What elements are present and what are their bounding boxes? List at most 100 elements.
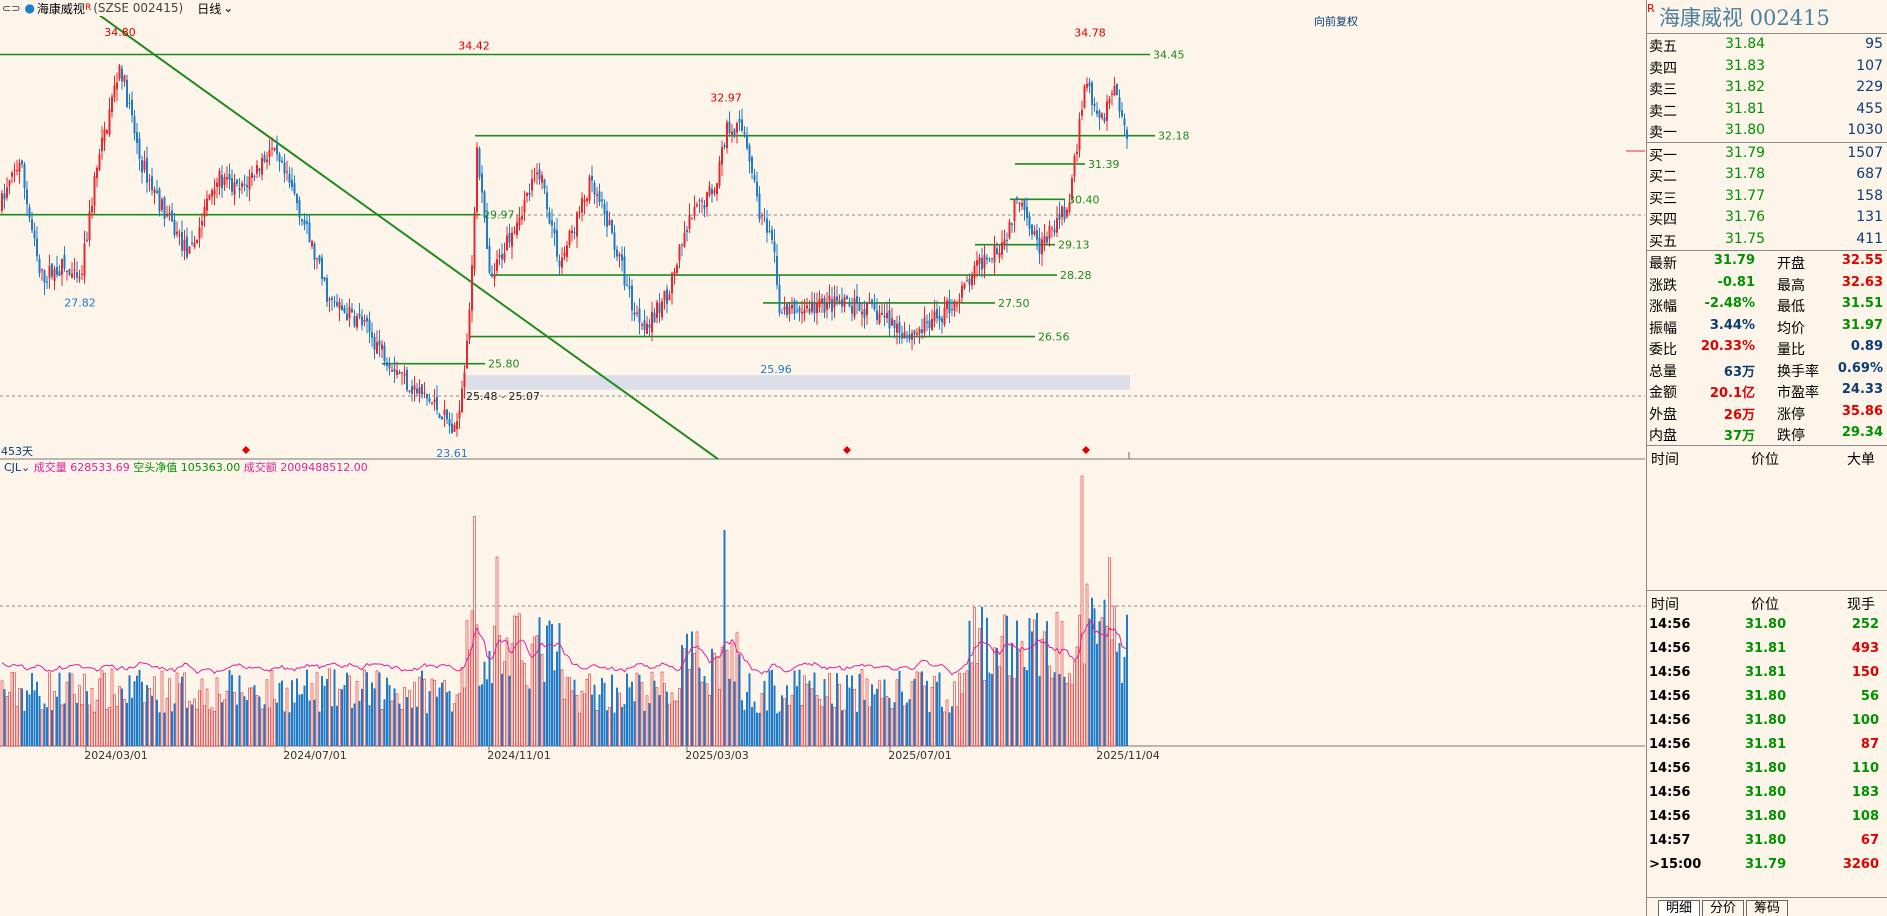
candle-body [116,82,118,90]
candle-body [1071,178,1073,200]
volume-bar [906,702,908,746]
candle-body [1053,229,1056,233]
stat-value: 20.33% [1700,339,1755,354]
candle-body [506,235,508,250]
volume-bar [455,694,459,747]
candle-body [708,186,711,196]
volume-bar [621,706,623,746]
volume-bar [778,711,781,746]
tick-price: 31.80 [1745,616,1787,632]
bid-row: 买五 31.75 411 [1647,229,1887,251]
volume-bar [223,699,226,747]
candle-body [663,290,666,301]
candle-body [1078,119,1081,151]
tick-header-vol: 现手 [1847,596,1875,613]
volume-bar [270,669,274,747]
candle-body [566,245,568,257]
volume-bar [188,701,191,747]
candle-body [486,214,488,249]
volume-bar [1098,621,1101,746]
candle-body [481,173,483,193]
volume-bar [558,623,561,746]
candle-body [806,305,808,309]
volume-bar [941,706,943,746]
candle-body [693,207,696,217]
candle-body [176,231,178,235]
volume-bar [390,700,394,747]
volume-bar [856,711,858,746]
tab-2[interactable]: 筹码 [1746,900,1789,916]
level-label: 31.39 [1088,158,1120,171]
volume-bar [1073,660,1076,747]
big-header-time: 时间 [1651,451,1679,468]
volume-bar [868,706,871,747]
stat-row: 金额 20.1亿 市盈率 24.33 [1647,380,1887,402]
tab-0[interactable]: 明细 [1658,900,1701,916]
candle-body [543,179,546,189]
volume-bar [121,688,123,746]
volume-bar [800,705,804,747]
candle-body [948,299,951,313]
volume-bar [65,681,69,747]
volume-bar [40,709,44,747]
volume-bar [10,671,14,747]
volume-bar [168,678,171,747]
stat-value: 20.1亿 [1709,386,1755,401]
volume-legend-item[interactable]: CJL⌄ [4,461,34,474]
candle-body [1111,93,1113,95]
level-label: 32.18 [1158,130,1190,143]
chevron-down-icon[interactable]: ⌄ [223,1,234,15]
volume-bar [1011,643,1013,746]
stat-label: 内盘 [1649,428,1677,444]
volume-bar [908,699,911,746]
candle-body [398,372,401,375]
quote-title: 海康威视 002415 [1659,5,1830,30]
candle-body [946,300,948,310]
tick-time: >15:00 [1649,856,1702,872]
candle-body [251,173,253,178]
ask-volume: 95 [1865,36,1883,52]
candle-body [593,182,596,195]
volume-bar [228,670,231,746]
candle-body [646,323,648,334]
stat-value: 31.51 [1841,296,1883,311]
candle-body [418,387,421,395]
candle-body [466,340,468,369]
stat-row: 涨幅 -2.48% 最低 31.51 [1647,294,1887,316]
tab-1[interactable]: 分价 [1702,900,1745,916]
candle-body [308,222,311,243]
volume-bar [126,702,128,746]
candle-body [768,230,771,232]
candle-body [406,369,408,391]
volume-bar [588,673,591,747]
candle-body [1033,231,1036,235]
candle-body [958,299,961,302]
volume-bar [918,672,921,747]
volume-bar [563,698,566,747]
candle-body [931,318,933,330]
menu-icon[interactable]: ⊂⊃ [2,1,21,15]
kline-chart-svg[interactable]: 34.45 32.18 31.39 30.40 29.97 29.13 28.28 27.50… [0,16,1645,916]
candle-body [271,148,273,150]
volume-bar [323,685,326,746]
kline-chart-area[interactable]: 34.45 32.18 31.39 30.40 29.97 29.13 28.28 27.50… [0,16,1645,916]
candle-body [123,75,126,82]
stat-label: 均价 [1777,320,1805,337]
panel-tabs: 明细 分价 筹码 [1646,897,1887,916]
bid-label: 买一 [1649,147,1677,164]
volume-bar [23,710,26,746]
period-selector[interactable]: 日线 [197,1,222,16]
candle-body [848,303,851,307]
volume-bar [298,694,301,746]
candle-body [396,370,398,375]
candle-body [921,329,923,333]
volume-bar [713,652,716,747]
bid-row: 买二 31.78 687 [1647,164,1887,186]
candle-body [606,210,608,227]
candle-body [986,257,988,260]
volume-bar [73,694,76,747]
volume-bar [248,687,251,747]
tick-row: 14:56 31.80 56 [1647,685,1887,709]
candle-body [186,236,188,258]
volume-bar [525,685,529,747]
